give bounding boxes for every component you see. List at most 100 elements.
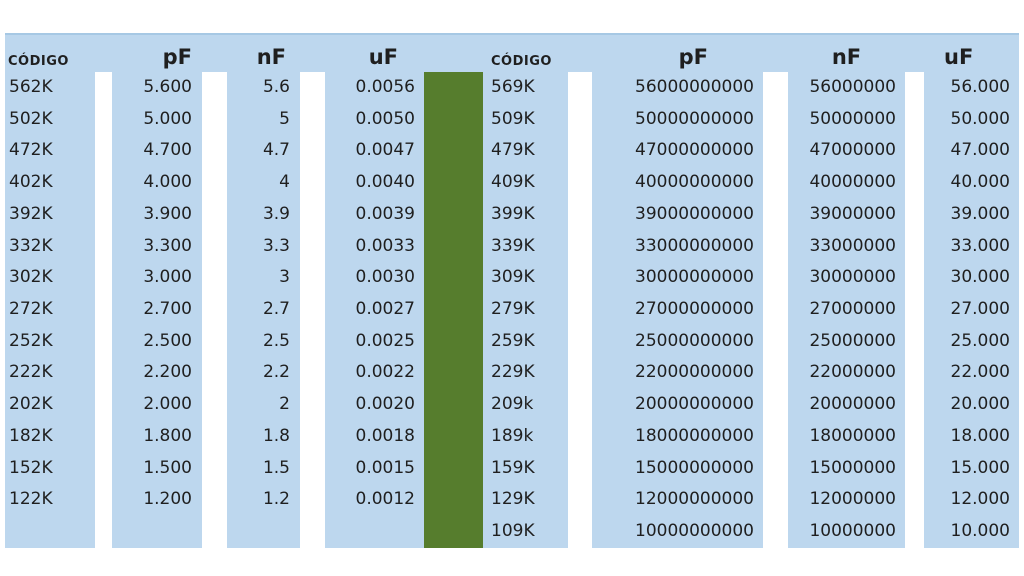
table-cell: 18.000 <box>950 425 1010 446</box>
header-spacer <box>300 35 325 72</box>
table-cell: 2.5 <box>262 330 290 351</box>
table-cell: 4.700 <box>143 140 192 161</box>
table-cell: 20.000 <box>950 394 1010 415</box>
table-cell: 109K <box>491 521 535 542</box>
table-cell: 10000000000 <box>635 521 754 542</box>
green-divider <box>424 72 483 548</box>
table-cell: 339K <box>491 235 535 256</box>
table-cell: 39.000 <box>950 203 1010 224</box>
table-cell: 47.000 <box>950 140 1010 161</box>
table-cell: 3 <box>279 267 290 288</box>
table-cell: 25.000 <box>950 330 1010 351</box>
table-cell: 502K <box>9 108 53 129</box>
table-cell: 2 <box>279 394 290 415</box>
table-header-band: CÓDIGO pF nF uF CÓDIGO pF nF uF <box>5 33 1019 72</box>
table-cell: 10.000 <box>950 521 1010 542</box>
table-cell: 399K <box>491 203 535 224</box>
table-cell: 56.000 <box>950 77 1010 97</box>
table-cell: 309K <box>491 267 535 288</box>
column-uf-right: 56.000 50.000 47.000 40.000 39.000 33.000 30.0… <box>924 72 1019 548</box>
header-spacer-over-divider <box>424 35 483 72</box>
table-cell: 2.700 <box>143 299 192 320</box>
table-cell: 252K <box>9 330 53 351</box>
table-cell: 27000000 <box>809 299 896 320</box>
table-cell: 409K <box>491 172 535 193</box>
table-cell: 1.2 <box>262 489 290 510</box>
table-cell: 25000000000 <box>635 330 754 351</box>
table-cell: 472K <box>9 140 53 161</box>
header-nf-right: nF <box>831 45 862 69</box>
table-cell: 56000000000 <box>635 77 754 97</box>
table-cell: 1.500 <box>143 457 192 478</box>
column-gap <box>763 72 788 548</box>
table-cell: 302K <box>9 267 53 288</box>
header-spacer <box>202 35 227 72</box>
column-pf-left: 5.600 5.000 4.700 4.000 3.900 3.300 3.000 2.700… <box>112 72 202 548</box>
table-cell: 189k <box>491 425 534 446</box>
column-codigo-left: 562K 502K 472K 402K 392K 332K 302K 272K 252K 222K… <box>5 72 95 548</box>
table-cell: 0.0022 <box>355 362 415 383</box>
table-cell: 40000000 <box>809 172 896 193</box>
table-cell: 30000000 <box>809 267 896 288</box>
table-cell: 50000000 <box>809 108 896 129</box>
table-cell: 479K <box>491 140 535 161</box>
table-cell: 222K <box>9 362 53 383</box>
table-cell: 209k <box>491 394 534 415</box>
table-cell: 18000000 <box>809 425 896 446</box>
table-cell: 3.000 <box>143 267 192 288</box>
table-cell: 2.000 <box>143 394 192 415</box>
table-cell: 12000000000 <box>635 489 754 510</box>
table-cell: 4.000 <box>143 172 192 193</box>
table-cell: 259K <box>491 330 535 351</box>
table-cell: 22000000 <box>809 362 896 383</box>
table-cell: 402K <box>9 172 53 193</box>
table-cell: 20000000 <box>809 394 896 415</box>
table-cell: 3.9 <box>262 203 290 224</box>
table-cell: 152K <box>9 457 53 478</box>
table-cell: 2.500 <box>143 330 192 351</box>
table-cell: 39000000000 <box>635 203 754 224</box>
table-cell: 15000000 <box>809 457 896 478</box>
header-codigo-left: CÓDIGO <box>8 54 69 69</box>
table-cell: 2.2 <box>262 362 290 383</box>
table-cell: 229K <box>491 362 535 383</box>
table-cell: 332K <box>9 235 53 256</box>
table-cell: 0.0040 <box>355 172 415 193</box>
table-cell: 39000000 <box>809 203 896 224</box>
table-cell: 18000000000 <box>635 425 754 446</box>
table-cell: 122K <box>9 489 53 510</box>
table-cell: 182K <box>9 425 53 446</box>
table-cell: 27000000000 <box>635 299 754 320</box>
table-cell: 2.200 <box>143 362 192 383</box>
table-cell: 47000000 <box>809 140 896 161</box>
header-uf-right: uF <box>944 45 974 69</box>
table-cell: 33000000000 <box>635 235 754 256</box>
header-spacer <box>95 35 112 72</box>
table-cell: 1.8 <box>262 425 290 446</box>
column-pf-right: 56000000000 50000000000 47000000000 4000000… <box>592 72 763 548</box>
header-spacer <box>568 35 592 72</box>
table-cell: 1.200 <box>143 489 192 510</box>
table-cell: 30000000000 <box>635 267 754 288</box>
table-cell: 0.0050 <box>355 108 415 129</box>
table-cell: 5.000 <box>143 108 192 129</box>
table-cell: 12.000 <box>950 489 1010 510</box>
table-cell: 202K <box>9 394 53 415</box>
table-cell: 0.0047 <box>355 140 415 161</box>
table-cell: 20000000000 <box>635 394 754 415</box>
table-cell: 47000000000 <box>635 140 754 161</box>
table-data-area: 562K 502K 472K 402K 392K 332K 302K 272K 252K 222K… <box>5 72 1019 548</box>
table-cell: 50000000000 <box>635 108 754 129</box>
table-cell: 0.0015 <box>355 457 415 478</box>
table-cell: 0.0033 <box>355 235 415 256</box>
column-gap <box>95 72 112 548</box>
table-cell: 0.0020 <box>355 394 415 415</box>
table-cell: 4.7 <box>262 140 290 161</box>
table-cell: 569K <box>491 77 535 97</box>
table-cell: 0.0039 <box>355 203 415 224</box>
table-cell: 159K <box>491 457 535 478</box>
header-pf-left: pF <box>162 45 192 69</box>
table-cell: 15.000 <box>950 457 1010 478</box>
table-cell: 129K <box>491 489 535 510</box>
table-cell: 272K <box>9 299 53 320</box>
